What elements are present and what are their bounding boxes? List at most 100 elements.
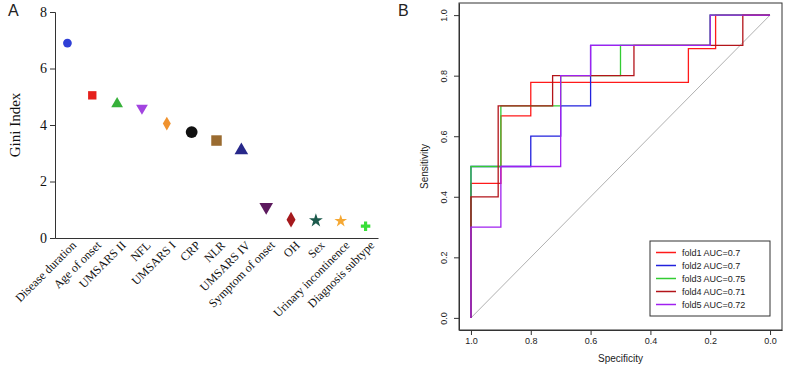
point bbox=[111, 97, 123, 107]
y-axis: 0.0 0.2 0.4 0.6 0.8 1.0 bbox=[439, 4, 460, 331]
legend-label: fold1 AUC=0.7 bbox=[682, 248, 740, 258]
y-axis-tick-label: 0.6 bbox=[439, 130, 449, 143]
y-axis-tick-mark bbox=[50, 69, 55, 70]
x-axis-title: Specificity bbox=[598, 353, 643, 364]
roc-line bbox=[471, 15, 770, 318]
x-axis-tick: UMSARS I bbox=[129, 238, 179, 288]
roc-line bbox=[471, 15, 770, 318]
figure: A 0 2 4 6 8 Disease durationAge of onsetUMSARS… bbox=[0, 0, 787, 373]
panel-title: B bbox=[398, 2, 409, 19]
x-axis-tick: Symptom of onset bbox=[206, 238, 279, 311]
x-axis-tick-label: OH bbox=[280, 238, 302, 260]
y-axis-tick-mark bbox=[454, 318, 459, 319]
x-axis-tick-label: Diagnosis subtype bbox=[305, 238, 377, 310]
y-axis-tick: 8 bbox=[40, 5, 55, 20]
x-axis-tick: 0.0 bbox=[764, 330, 777, 346]
x-axis-tick: 0.8 bbox=[525, 330, 538, 346]
roc-line bbox=[471, 15, 770, 318]
lines bbox=[471, 15, 770, 318]
x-axis-tick-mark bbox=[531, 330, 532, 335]
y-axis-tick-mark bbox=[50, 12, 55, 13]
point bbox=[211, 135, 221, 145]
legend-label: fold4 AUC=0.71 bbox=[682, 287, 745, 297]
y-axis-tick-label: 0.8 bbox=[439, 70, 449, 83]
plot-frame bbox=[459, 3, 782, 330]
y-axis-line bbox=[459, 4, 460, 331]
y-axis-tick-label: 6 bbox=[40, 61, 47, 76]
x-axis-tick-label: 0.4 bbox=[645, 336, 658, 346]
y-axis: 0 2 4 6 8 bbox=[40, 5, 56, 246]
y-axis-tick-label: 0 bbox=[40, 231, 47, 246]
x-axis-tick-mark bbox=[650, 330, 651, 335]
x-axis-tick-label: 1.0 bbox=[465, 336, 478, 346]
x-axis-tick: 1.0 bbox=[465, 330, 478, 346]
y-axis-tick-mark bbox=[454, 136, 459, 137]
x-axis-tick-mark bbox=[770, 330, 771, 335]
legend-label: fold3 AUC=0.75 bbox=[682, 274, 745, 284]
y-axis-tick-mark bbox=[50, 182, 55, 183]
x-axis-tick-label: 0.2 bbox=[704, 336, 717, 346]
x-axis-tick: OH bbox=[280, 238, 302, 260]
x-axis-line bbox=[460, 330, 783, 331]
y-axis-tick: 0.4 bbox=[439, 191, 459, 204]
point bbox=[63, 39, 72, 48]
x-axis-tick-label: CRP bbox=[177, 238, 203, 264]
x-axis-tick-mark bbox=[591, 330, 592, 335]
point bbox=[136, 105, 148, 115]
legend-swatch bbox=[656, 265, 676, 267]
panel-b: B 1.0 0.8 0.6 0.4 0.2 0.0 0.0 0.2 0.4 0.6 0.8 1.0 Spe… bbox=[398, 2, 783, 364]
x-axis-tick-mark bbox=[471, 330, 472, 335]
y-axis-tick-mark bbox=[454, 15, 459, 16]
x-axis-tick: 0.4 bbox=[645, 330, 658, 346]
y-axis-tick-mark bbox=[50, 238, 55, 239]
x-axis-tick: 0.6 bbox=[585, 330, 598, 346]
roc-line bbox=[471, 15, 770, 318]
y-axis-tick: 4 bbox=[40, 118, 55, 133]
x-axis-tick-label: 0.0 bbox=[764, 336, 777, 346]
y-axis-title: Sensitivity bbox=[419, 144, 430, 189]
y-axis-tick-label: 0.0 bbox=[439, 312, 449, 325]
x-axis-tick: 0.2 bbox=[704, 330, 717, 346]
y-axis-tick: 0 bbox=[40, 231, 55, 246]
x-axis-tick-label: UMSARS II bbox=[76, 238, 129, 291]
point bbox=[186, 126, 198, 138]
point bbox=[334, 214, 347, 226]
y-axis-tick-label: 0.2 bbox=[439, 252, 449, 265]
y-axis-line bbox=[50, 13, 56, 239]
y-axis-tick-label: 2 bbox=[40, 174, 47, 189]
x-axis-tick-mark bbox=[710, 330, 711, 335]
points bbox=[63, 39, 370, 231]
panel-a: A 0 2 4 6 8 Disease durationAge of onsetUMSARS… bbox=[7, 2, 379, 320]
roc-line bbox=[471, 15, 770, 318]
x-axis-tick-label: Symptom of onset bbox=[206, 238, 279, 311]
y-axis-tick-mark bbox=[50, 125, 55, 126]
x-axis-tick-label: UMSARS I bbox=[129, 238, 179, 288]
legend-swatch bbox=[656, 278, 676, 280]
y-axis-tick-mark bbox=[454, 257, 459, 258]
y-axis-tick-label: 1.0 bbox=[439, 9, 449, 22]
y-axis-tick: 0.6 bbox=[439, 130, 459, 143]
panel-title: A bbox=[8, 2, 19, 19]
x-axis-tick: UMSARS II bbox=[76, 238, 129, 291]
y-axis-tick: 2 bbox=[40, 174, 55, 189]
y-axis-tick: 0.2 bbox=[439, 252, 459, 265]
point bbox=[163, 117, 171, 131]
point bbox=[287, 212, 296, 228]
legend-label: fold5 AUC=0.72 bbox=[682, 300, 745, 310]
point bbox=[235, 143, 249, 155]
x-axis-tick-label: 0.8 bbox=[525, 336, 538, 346]
legend-swatch bbox=[656, 304, 676, 306]
x-axis-tick: CRP bbox=[177, 238, 203, 264]
legend-swatch bbox=[656, 291, 676, 293]
point bbox=[88, 91, 96, 99]
x-axis: 1.0 0.8 0.6 0.4 0.2 0.0 bbox=[460, 330, 783, 346]
point bbox=[309, 213, 323, 226]
y-axis-title: Gini Index bbox=[7, 92, 23, 157]
y-axis-tick: 0.8 bbox=[439, 70, 459, 83]
y-axis-tick-label: 8 bbox=[40, 5, 47, 20]
x-axis: Disease durationAge of onsetUMSARS IINFL… bbox=[12, 238, 378, 320]
x-axis-tick-label: 0.6 bbox=[585, 336, 598, 346]
point bbox=[259, 203, 273, 215]
legend-label: fold2 AUC=0.7 bbox=[682, 261, 740, 271]
y-axis-tick: 0.0 bbox=[439, 312, 459, 325]
